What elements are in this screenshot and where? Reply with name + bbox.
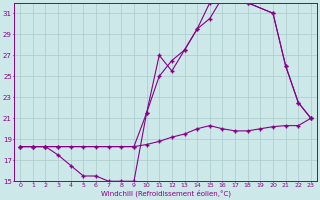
X-axis label: Windchill (Refroidissement éolien,°C): Windchill (Refroidissement éolien,°C) — [100, 190, 230, 197]
